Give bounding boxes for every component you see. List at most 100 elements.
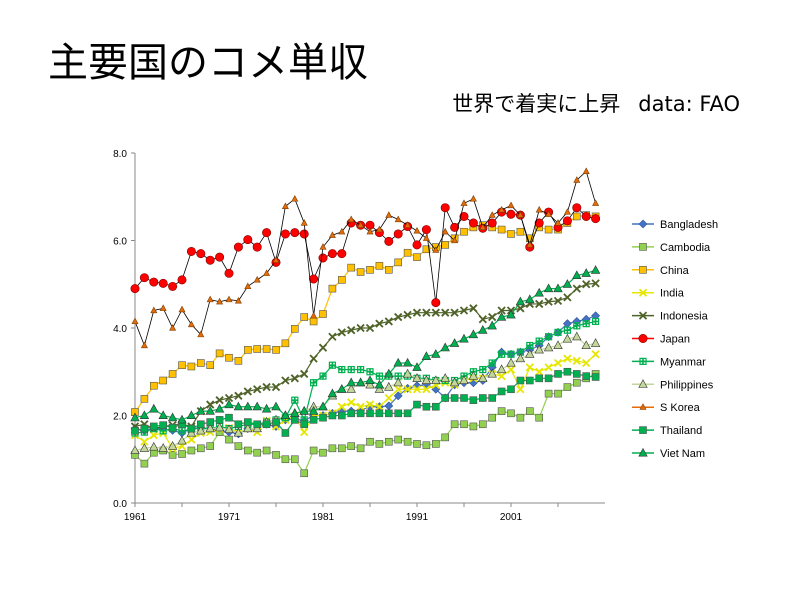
data-point [281,376,290,385]
data-point [553,358,563,368]
data-point [507,350,515,358]
data-point [582,280,591,289]
data-point [459,333,469,343]
data-point [366,266,374,274]
data-point [197,444,205,453]
data-point [562,279,573,288]
data-point [384,437,393,446]
data-point [131,317,139,325]
data-point [244,418,252,426]
legend-item: Bangladesh [632,219,718,231]
legend-marker [638,333,648,343]
data-point [187,435,196,444]
data-point [196,249,206,259]
data-point [487,320,497,330]
data-point [366,409,374,418]
data-point [413,400,421,409]
data-point [487,368,497,378]
data-point [310,379,318,387]
data-point [402,357,413,367]
series-line [134,170,596,347]
data-point [234,442,243,450]
data-point [412,362,422,371]
data-point [234,296,242,304]
legend-marker [638,311,648,320]
data-point [149,277,159,287]
data-point [347,263,356,272]
data-point [131,427,139,435]
data-point [159,421,167,429]
data-point [563,208,571,215]
data-point [318,401,328,411]
data-point [337,276,346,284]
data-point [488,394,497,402]
data-point [422,308,431,317]
data-point [544,389,553,398]
data-point [139,410,150,420]
data-point [338,227,346,235]
legend-label: China [660,265,690,277]
data-point [178,450,186,458]
data-point [319,448,327,457]
data-point [253,385,262,394]
data-point [413,226,421,234]
data-point [375,440,384,448]
data-point [412,373,422,382]
data-point [168,451,177,459]
data-point [357,221,365,228]
data-point [319,243,327,250]
data-point [525,376,534,385]
data-point [554,328,562,336]
data-point [581,211,591,221]
legend-marker [639,426,647,434]
legend-item: Philippines [632,379,714,391]
data-point [309,354,318,363]
data-point [319,372,327,380]
data-point [357,365,365,374]
data-point [488,312,497,322]
data-point [591,279,600,288]
data-point [572,370,581,378]
data-point [525,294,535,304]
data-point [478,373,488,382]
data-point [262,345,271,353]
data-point [432,246,440,253]
data-point [554,389,562,398]
data-point [393,377,403,387]
data-point [272,256,280,263]
data-point [469,422,478,431]
data-point [243,423,253,433]
data-point [516,376,525,385]
data-point [338,365,346,374]
data-point [591,317,600,326]
data-point [271,382,281,392]
data-point [403,310,412,320]
data-point [186,246,196,256]
data-point [581,340,591,350]
legend-item: Cambodia [632,242,711,254]
data-point [150,306,158,314]
data-point [403,437,412,446]
data-point [224,424,234,434]
data-point [450,222,460,232]
data-point [356,323,365,333]
data-point [300,313,309,321]
data-point [488,359,496,367]
data-point [187,424,196,433]
data-point [243,387,252,396]
data-point [280,229,290,239]
data-point [544,297,553,306]
data-point [375,262,384,270]
data-point [290,325,299,333]
data-point [347,442,356,450]
data-point [572,212,581,221]
data-point [497,407,506,415]
data-point [215,252,225,262]
page-title: 主要国のコメ単収 [48,40,368,86]
legend-item: India [632,288,685,300]
data-point [563,383,572,391]
data-point [244,282,252,290]
data-point [149,431,158,440]
data-point [450,308,459,317]
data-point [544,363,553,372]
